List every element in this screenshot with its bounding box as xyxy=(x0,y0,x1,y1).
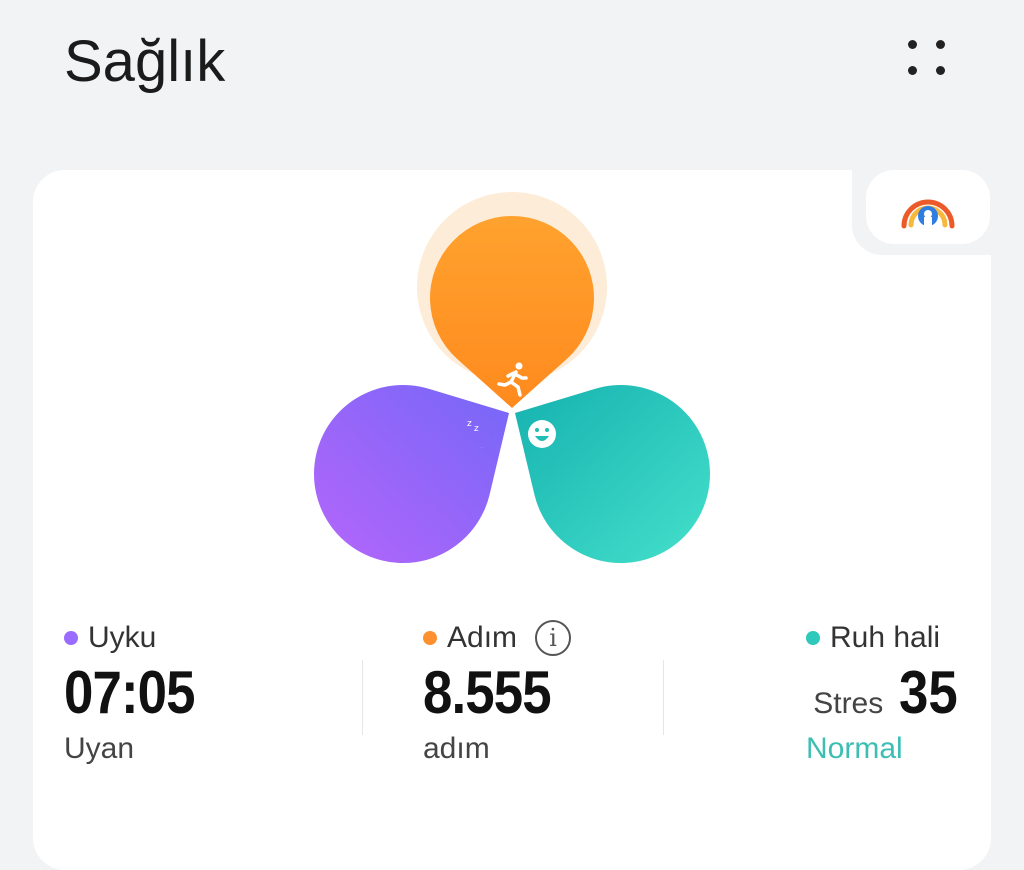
divider xyxy=(663,660,664,735)
sleep-petal[interactable] xyxy=(314,384,509,563)
running-icon xyxy=(497,362,528,397)
sleep-label: Uyku xyxy=(88,621,157,654)
steps-sub: adım xyxy=(423,732,490,765)
rainbow-icon xyxy=(901,199,955,229)
stress-label: Stres xyxy=(813,687,884,720)
info-icon[interactable]: i xyxy=(535,620,572,656)
steps-value: 8.555 xyxy=(423,659,552,726)
more-options-icon[interactable] xyxy=(906,38,950,82)
stress-value: 35 xyxy=(899,659,958,726)
sleep-moon-icon: z z xyxy=(467,419,496,448)
mood-stat[interactable]: Ruh hali Stres 35 Normal xyxy=(806,618,958,766)
svg-text:z: z xyxy=(474,424,479,434)
smiley-icon xyxy=(528,420,556,448)
mood-dot xyxy=(806,631,820,645)
steps-label: Adım xyxy=(447,621,518,654)
mood-petal[interactable] xyxy=(515,385,710,563)
divider xyxy=(362,660,363,735)
svg-text:z: z xyxy=(467,419,472,429)
mood-label: Ruh hali xyxy=(830,621,941,654)
sleep-stat[interactable]: Uyku 07:05 Uyan xyxy=(64,618,212,766)
health-flower-chart: z z xyxy=(314,192,710,563)
mood-status: Normal xyxy=(806,732,903,765)
steps-dot xyxy=(423,631,437,645)
steps-petal[interactable] xyxy=(429,215,594,408)
sleep-value: 07:05 xyxy=(64,659,196,726)
sleep-dot xyxy=(64,631,78,645)
page-title: Sağlık xyxy=(64,29,226,94)
sleep-sub: Uyan xyxy=(64,732,135,765)
steps-stat[interactable]: Adım i 8.555 adım xyxy=(423,618,572,766)
health-service-badge[interactable] xyxy=(866,170,990,244)
